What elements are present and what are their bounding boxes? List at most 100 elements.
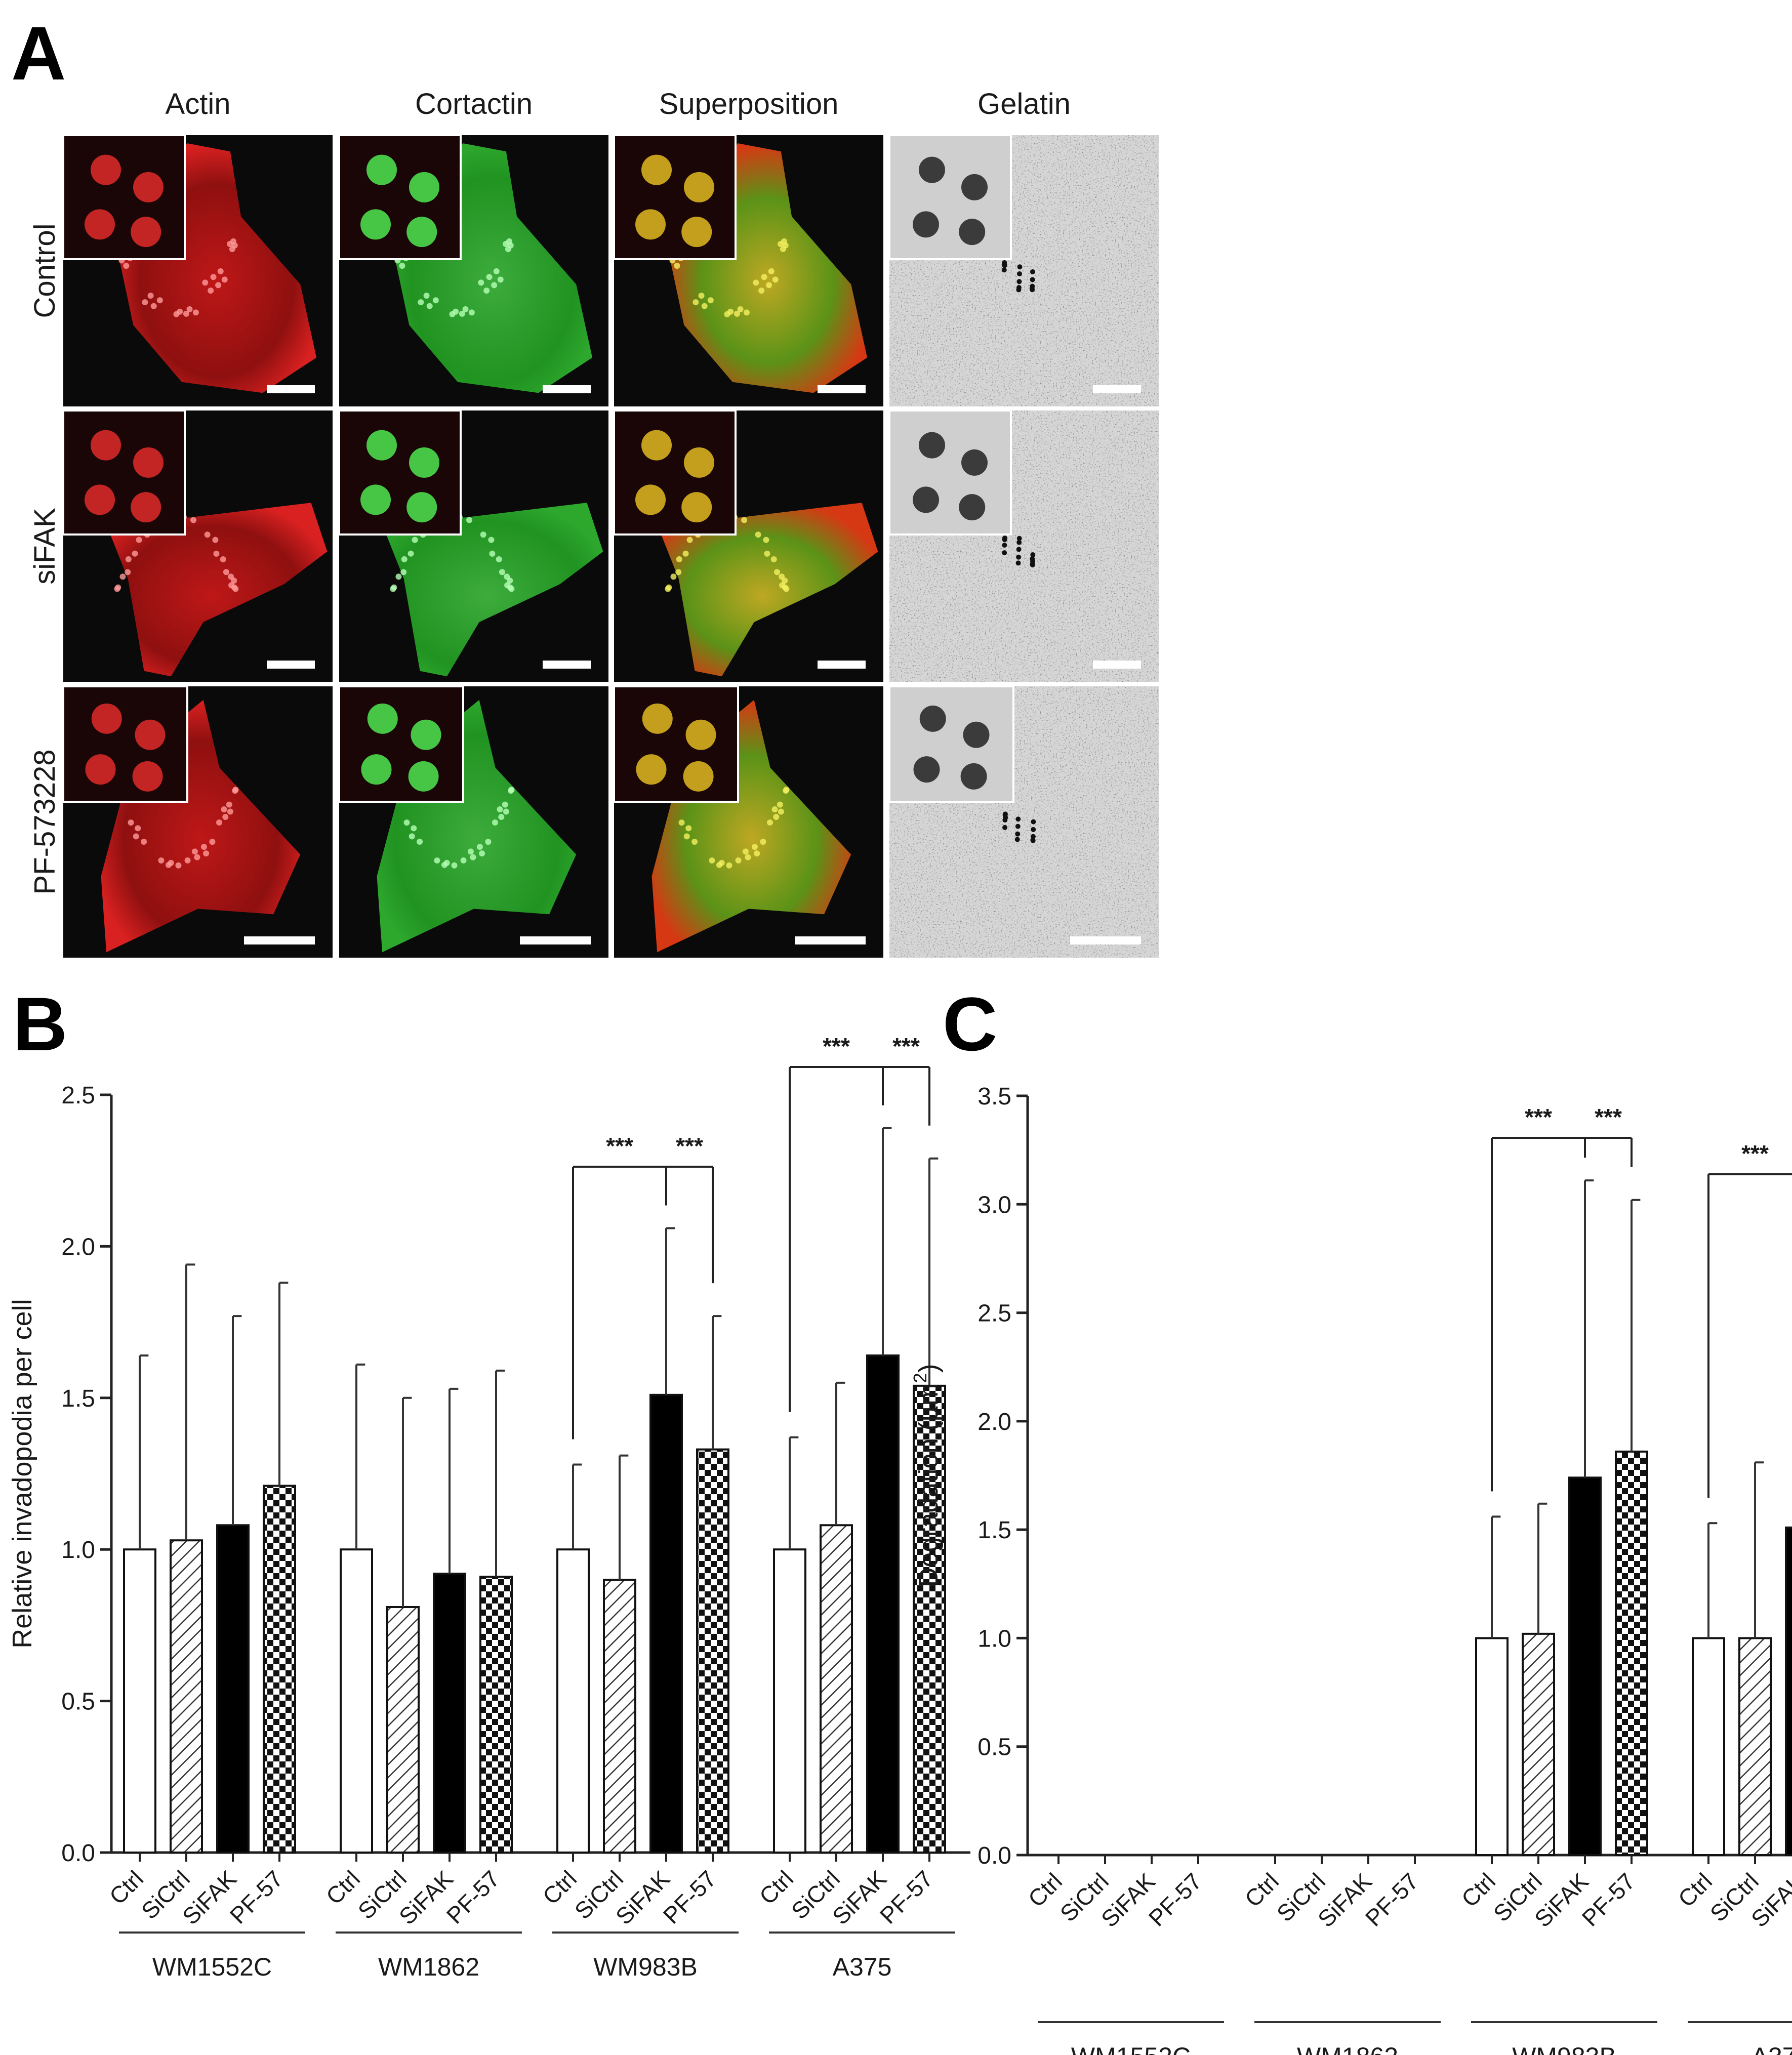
scale-bar [1093,385,1141,393]
inset-spot [85,484,115,515]
invadopodia-dot [754,850,760,857]
invadopodia-dot [216,819,222,826]
degradation-spot [1002,536,1007,541]
invadopodia-dot [209,839,216,845]
significance-label: *** [1741,1140,1769,1167]
bar-wm983b-sifak [1568,1476,1602,1856]
degradation-spot [1030,559,1036,564]
invadopodia-dot [212,537,219,543]
inset-spot [133,172,164,202]
inset-spot [131,492,161,523]
inset-spot [919,705,946,732]
inset-spot [408,761,439,792]
inset-spot [91,430,121,461]
invadopodia-dot [764,550,770,557]
column-label-actin: Actin [166,88,231,120]
micrograph-sifak-superposition [613,409,883,682]
bar-a375-sifak [866,1354,900,1854]
invadopodia-dot [221,806,227,813]
degradation-spot [1002,817,1008,823]
inset-spot [131,217,161,248]
significance-label: *** [823,1033,850,1059]
invadopodia-dot [742,848,749,855]
invadopodia-dot [142,299,148,306]
panel-b-letter: B [13,981,68,1066]
x-tick-label: SiFAK [610,1865,675,1929]
micrograph-pf-573228-superposition [613,685,883,958]
bar-wm1552c-sictrl [170,1539,203,1854]
invadopodia-dot [114,586,120,592]
inset-spot [85,754,116,785]
scale-bar [1070,936,1141,944]
invadopodia-dot [678,819,685,826]
invadopodia-dot [412,537,418,543]
group-label-wm1552c: WM1552C [152,1953,272,1981]
invadopodia-dot [125,556,132,562]
invadopodia-dot [204,531,211,538]
zoom-inset [613,685,739,803]
degradation-spot [1030,838,1036,843]
degradation-spot [1016,285,1022,291]
invadopodia-dot [460,857,467,864]
invadopodia-dot [232,788,238,794]
invadopodia-dot [503,808,509,815]
invadopodia-dot [222,814,229,820]
invadopodia-dot [479,850,485,857]
invadopodia-dot [123,263,130,269]
inset-spot [913,211,939,238]
invadopodia-dot [156,297,163,304]
invadopodia-dot [488,537,495,543]
inset-spot [919,156,945,183]
significance-label: *** [892,1033,920,1059]
invadopodia-dot [459,310,465,317]
inset-spot [406,217,437,248]
cell-body [646,497,878,677]
invadopodia-dot [745,854,751,860]
zoom-inset [62,409,186,536]
invadopodia-dot [390,586,396,592]
invadopodia-dot [186,306,193,312]
invadopodia-dot [418,299,424,306]
invadopodia-dot [734,310,740,317]
invadopodia-dot [485,839,492,845]
degradation-spot [1030,269,1035,275]
bar-wm983b-pf-57 [696,1448,729,1854]
invadopodia-dot [480,531,486,538]
zoom-inset [338,685,464,803]
inset-spot [91,154,121,185]
group-label-wm1862: WM1862 [1297,2042,1398,2055]
invadopodia-dot [768,268,775,275]
degradation-spot [1015,824,1021,829]
significance-a375: *** *** [789,1033,930,1412]
invadopodia-dot [453,308,459,315]
invadopodia-dot [502,801,508,808]
invadopodia-dot [682,550,689,557]
invadopodia-dot [183,310,189,317]
inset-spot [681,217,712,248]
invadopodia-dot [486,274,493,280]
bar-wm983b-ctrl [1475,1637,1509,1856]
invadopodia-dot [735,857,742,864]
inset-spot [367,703,398,734]
chart-degradation: 0.0 0.5 1.0 1.5 2.0 2.5 3.0 3.5 Degradation (µm2… [910,1083,1792,2055]
inset-spot [960,763,987,790]
inset-spot [684,447,714,478]
column-label-cortactin: Cortactin [415,88,533,120]
group-label-wm1552c: WM1552C [1071,2042,1191,2055]
bar-wm983b-ctrl [556,1548,590,1854]
invadopodia-dot [194,854,200,860]
inset-spot [641,430,672,461]
invadopodia-dot [208,287,214,294]
invadopodia-dot [755,531,761,538]
invadopodia-dot [175,862,182,869]
y-tick-label: 2.0 [61,1234,95,1260]
degradation-spot [1001,267,1007,273]
degradation-spot [1015,560,1021,566]
invadopodia-dot [226,801,232,808]
invadopodia-dot [665,586,671,592]
invadopodia-dot [221,276,228,283]
x-tick-label: PF-57 [1577,1868,1640,1931]
invadopodia-dot [401,556,408,562]
